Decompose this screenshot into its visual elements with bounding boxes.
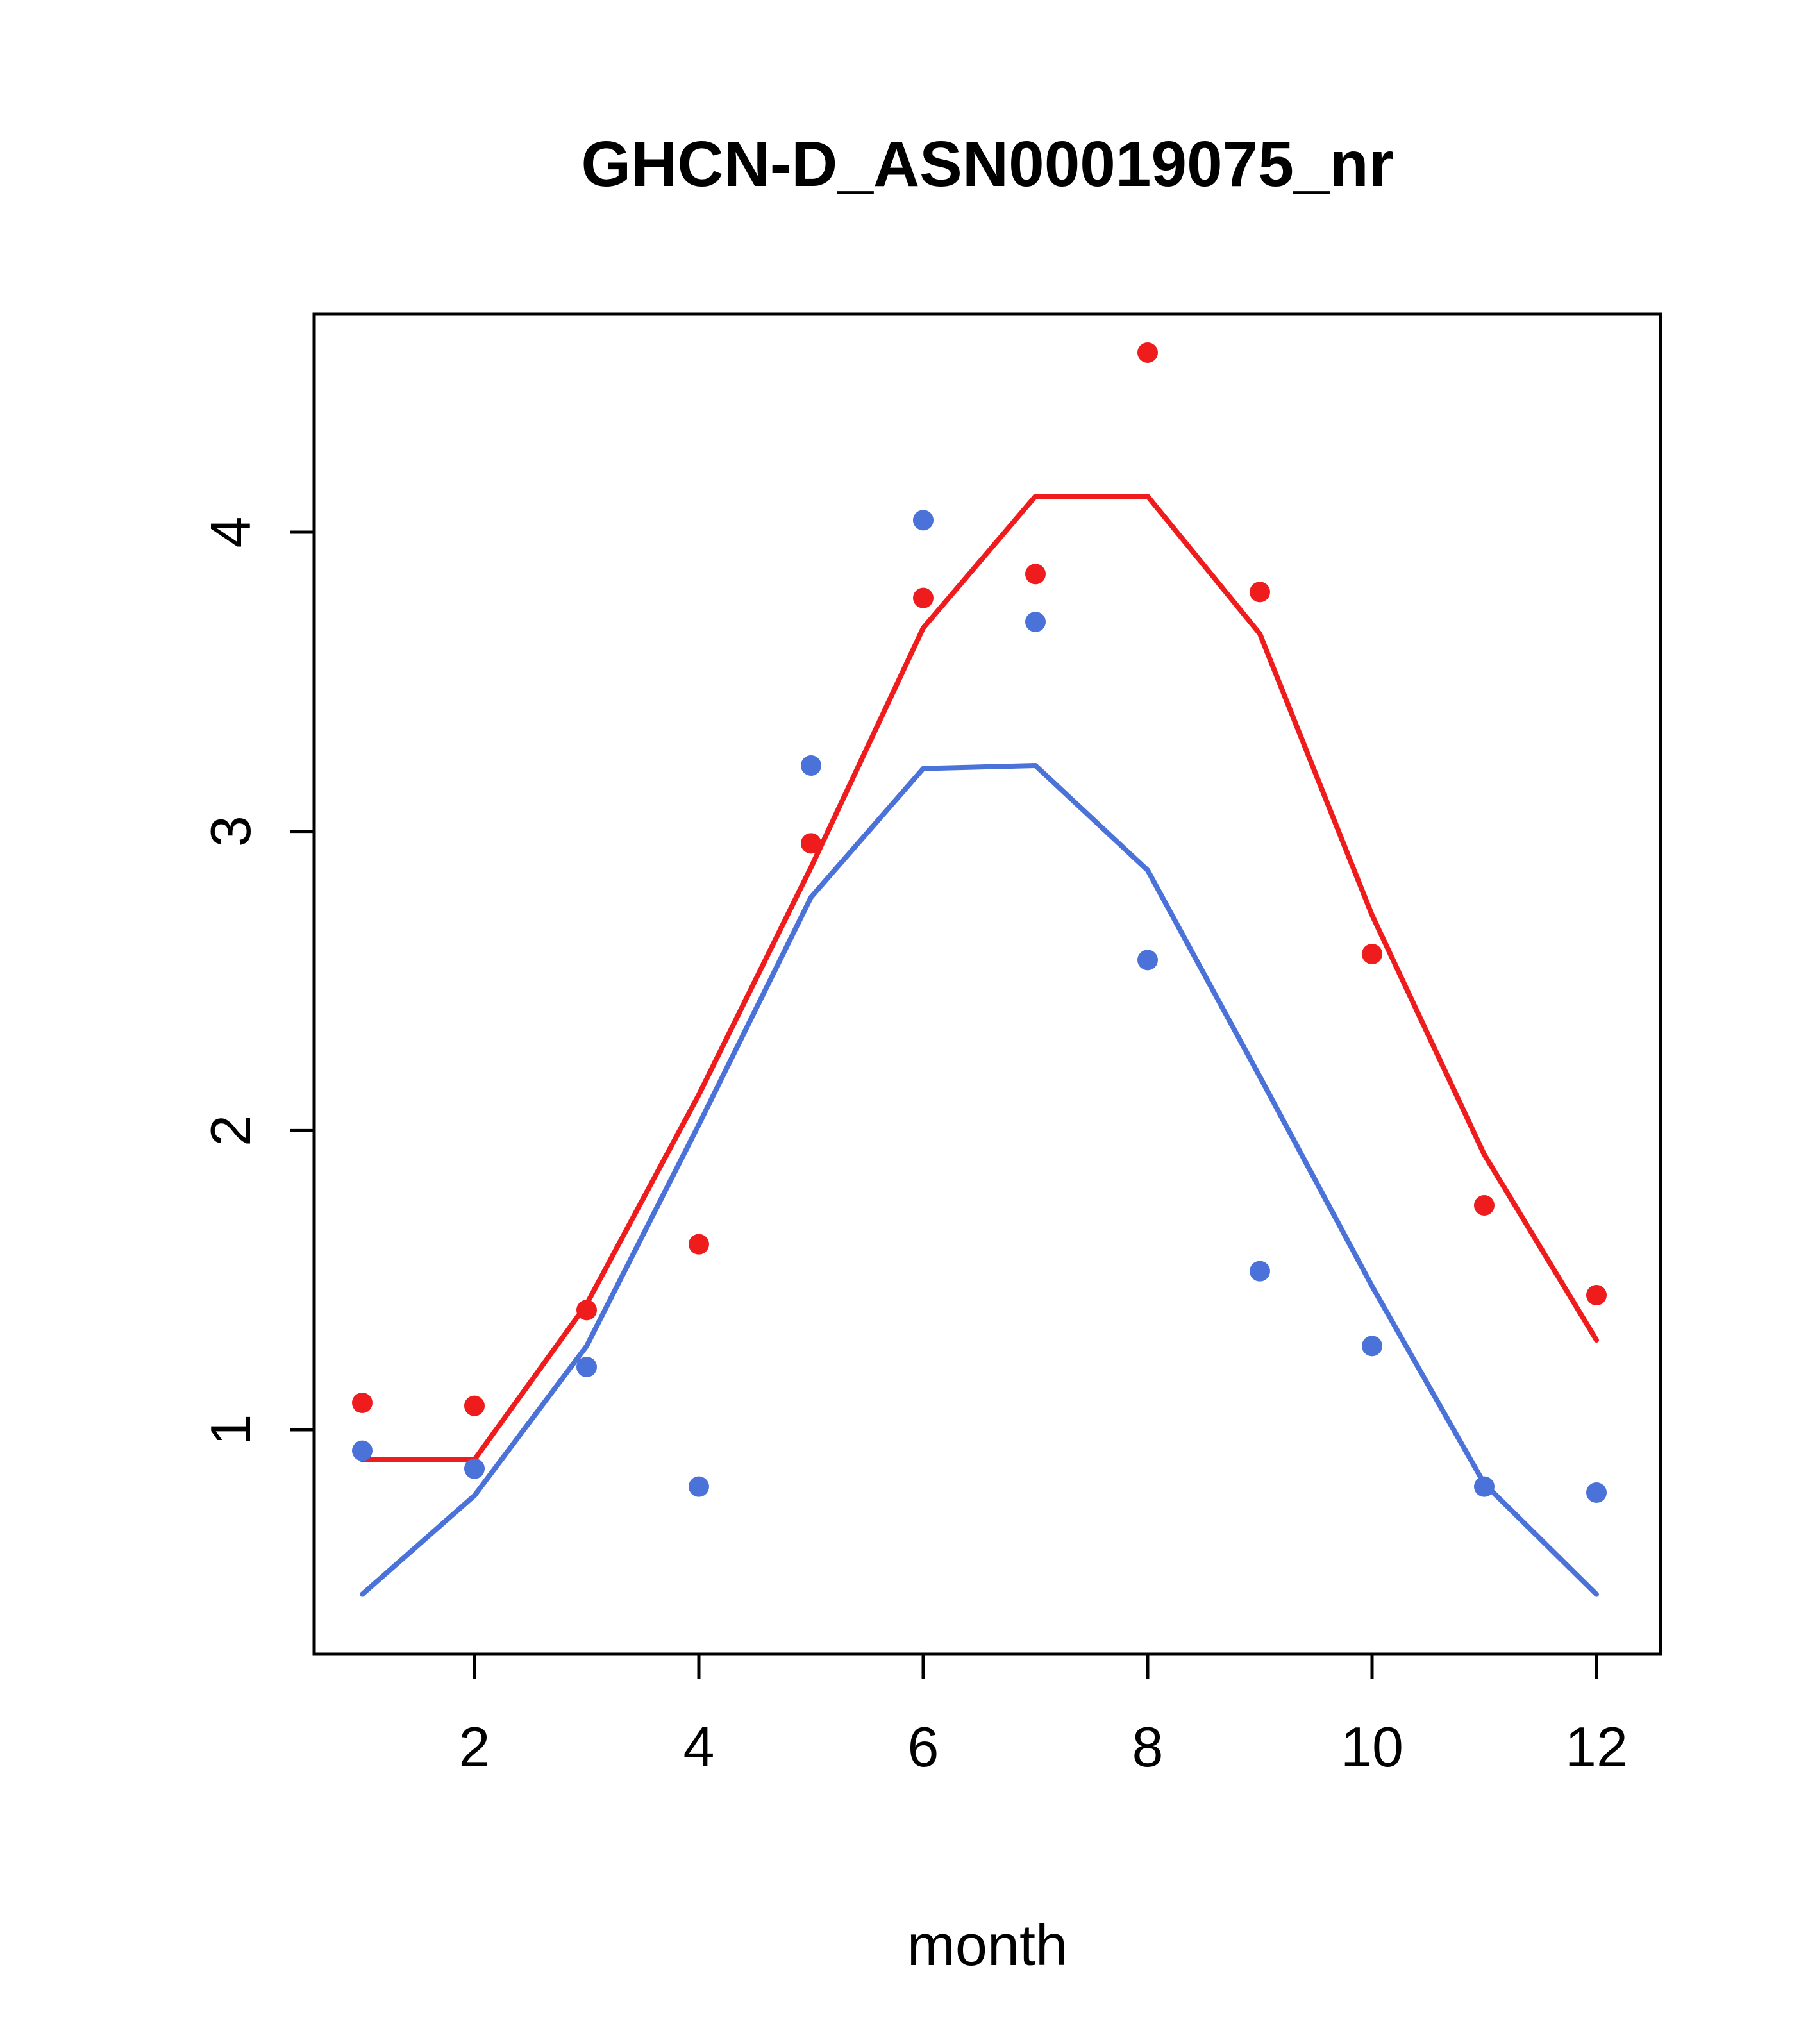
x-tick-label: 8: [1132, 1715, 1164, 1779]
y-axis: 1 2 3 4: [199, 517, 314, 1446]
blue-points-point: [689, 1476, 709, 1497]
red-points-point: [1025, 564, 1046, 585]
red-points-point: [801, 833, 821, 854]
blue-points-point: [576, 1356, 597, 1377]
blue-points-point: [1137, 950, 1158, 971]
x-tick-label: 12: [1565, 1715, 1628, 1779]
x-axis-label: month: [907, 1914, 1068, 1978]
blue-points-point: [1474, 1476, 1495, 1497]
red-points-point: [1137, 342, 1158, 363]
y-tick-label: 4: [199, 517, 262, 548]
plot-border: [312, 312, 1662, 1656]
plot-area: [352, 342, 1607, 1597]
x-axis: 2 4 6 8 10 12: [459, 1654, 1628, 1779]
blue-points-point: [464, 1458, 485, 1479]
x-tick-label: 6: [908, 1715, 939, 1779]
plot-box: [312, 312, 1662, 1656]
red-line-series: [360, 493, 1599, 1462]
red-points-series: [352, 342, 1607, 1416]
blue-points-series: [352, 510, 1607, 1504]
x-tick-label: 10: [1341, 1715, 1403, 1779]
chart-title: GHCN-D_ASN00019075_nr: [581, 128, 1393, 200]
red-points-point: [352, 1392, 373, 1413]
blue-line: [360, 762, 1599, 1597]
red-points-point: [913, 587, 934, 608]
red-points-point: [1586, 1284, 1607, 1305]
y-tick-label: 3: [199, 816, 262, 847]
blue-points-point: [1250, 1261, 1270, 1282]
red-line: [360, 493, 1599, 1462]
red-points-point: [689, 1234, 709, 1255]
blue-line-series: [360, 762, 1599, 1597]
red-points-point: [464, 1395, 485, 1416]
x-tick-label: 2: [459, 1715, 490, 1779]
red-points-point: [1250, 582, 1270, 603]
blue-points-point: [801, 755, 821, 776]
red-points-point: [1474, 1194, 1495, 1216]
x-tick-label: 4: [683, 1715, 715, 1779]
blue-points-point: [913, 510, 934, 531]
blue-points-point: [1362, 1336, 1382, 1357]
blue-points-point: [352, 1440, 373, 1461]
blue-points-point: [1025, 611, 1046, 632]
y-tick-label: 2: [199, 1115, 262, 1146]
blue-points-point: [1586, 1482, 1607, 1504]
y-tick-label: 1: [199, 1414, 262, 1446]
red-points-point: [576, 1300, 597, 1321]
red-points-point: [1362, 943, 1382, 964]
